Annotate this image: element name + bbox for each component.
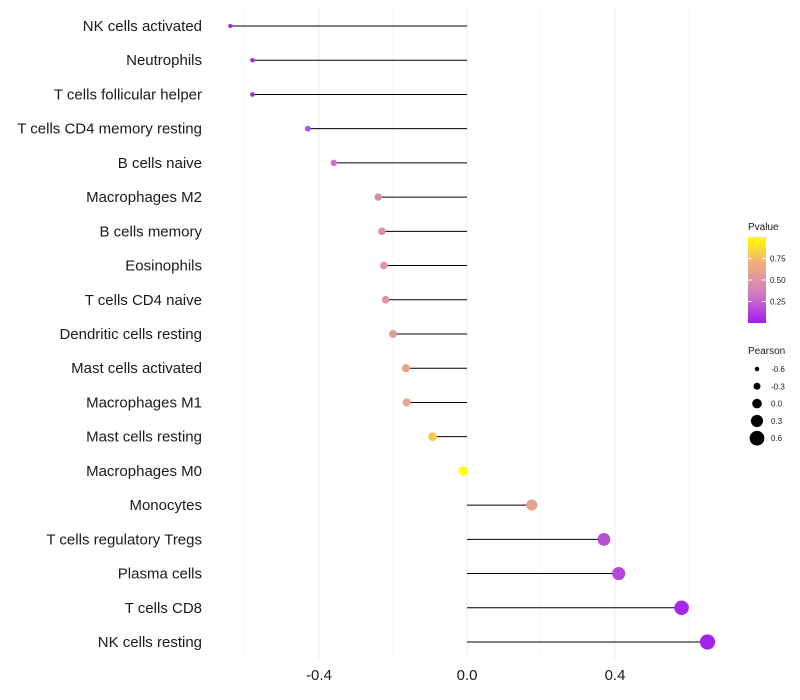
lollipop-dot xyxy=(612,566,626,581)
lollipop-dot xyxy=(699,634,716,650)
pearson-legend-dot xyxy=(749,430,765,446)
category-label: Mast cells activated xyxy=(71,360,202,377)
pvalue-colorbar-ticks: 0.25 0.50 0.75 xyxy=(748,255,786,307)
category-label: Neutrophils xyxy=(126,52,202,69)
lollipop-dot xyxy=(389,330,397,338)
lollipop-dot xyxy=(381,295,390,304)
lollipop-dot xyxy=(428,432,437,442)
lollipop-stems xyxy=(230,25,708,643)
lollipop-dot xyxy=(304,125,311,132)
category-label: Mast cells resting xyxy=(86,429,202,446)
colorbar-tick-label: 0.75 xyxy=(770,255,786,264)
lollipop-dot xyxy=(597,532,611,546)
category-label: B cells naive xyxy=(118,155,202,172)
colorbar-tick-label: 0.50 xyxy=(770,276,786,285)
category-label: Plasma cells xyxy=(118,566,202,583)
lollipop-dot xyxy=(378,227,386,236)
grid-lines xyxy=(244,8,690,658)
x-tick-label: 0.0 xyxy=(457,667,478,684)
pearson-legend-dot xyxy=(750,414,764,427)
pearson-legend-label: -0.6 xyxy=(771,365,785,374)
colorbar-tick-label: 0.25 xyxy=(770,298,786,307)
category-label: NK cells resting xyxy=(98,634,202,651)
category-label: Macrophages M1 xyxy=(86,394,202,411)
pearson-legend-dot xyxy=(754,366,760,372)
lollipop-dot xyxy=(228,23,233,29)
x-tick-label: 0.4 xyxy=(605,667,626,684)
lollipop-dot xyxy=(250,57,255,63)
category-label: Macrophages M2 xyxy=(86,189,202,206)
pearson-legend-items: -0.6 -0.3 0.0 0.3 0.6 xyxy=(749,365,785,446)
category-label: Macrophages M0 xyxy=(86,463,202,480)
pearson-legend-label: 0.3 xyxy=(771,417,783,426)
category-label: T cells regulatory Tregs xyxy=(46,531,202,548)
category-label: Monocytes xyxy=(129,497,202,514)
pvalue-legend-title: Pvalue xyxy=(748,222,779,233)
pearson-legend-label: -0.3 xyxy=(771,382,785,391)
pearson-legend-label: 0.6 xyxy=(771,434,783,443)
category-label: Eosinophils xyxy=(125,258,202,275)
lollipop-dot xyxy=(674,600,689,616)
x-axis-ticks: -0.4 0.0 0.4 xyxy=(306,667,625,684)
lollipop-dot xyxy=(250,92,255,97)
x-tick-label: -0.4 xyxy=(306,667,332,684)
pearson-legend: Pearson -0.6 -0.3 0.0 0.3 0.6 xyxy=(748,346,785,446)
category-label: T cells follicular helper xyxy=(54,86,202,103)
category-label: T cells CD4 memory resting xyxy=(17,121,202,138)
lollipop-dot xyxy=(526,499,538,511)
lollipop-dots xyxy=(228,23,716,650)
pearson-legend-dot xyxy=(753,382,761,390)
lollipop-dot xyxy=(330,159,338,167)
category-label: NK cells activated xyxy=(83,18,202,35)
pearson-legend-label: 0.0 xyxy=(771,400,783,409)
category-labels: NK cells activated Neutrophils T cells fol… xyxy=(17,18,202,651)
lollipop-dot xyxy=(458,466,469,476)
pearson-legend-title: Pearson xyxy=(748,346,785,357)
category-label: Dendritic cells resting xyxy=(59,326,202,343)
pvalue-legend: Pvalue 0.25 0.50 0.75 xyxy=(748,222,786,323)
pvalue-colorbar xyxy=(748,237,766,323)
lollipop-dot xyxy=(374,193,382,201)
category-label: T cells CD8 xyxy=(125,600,202,617)
category-label: T cells CD4 naive xyxy=(85,292,202,309)
category-label: B cells memory xyxy=(99,223,202,240)
lollipop-dot xyxy=(401,364,411,373)
lollipop-dot xyxy=(402,398,411,407)
pearson-legend-dot xyxy=(752,398,762,409)
lollipop-dot xyxy=(379,261,388,270)
